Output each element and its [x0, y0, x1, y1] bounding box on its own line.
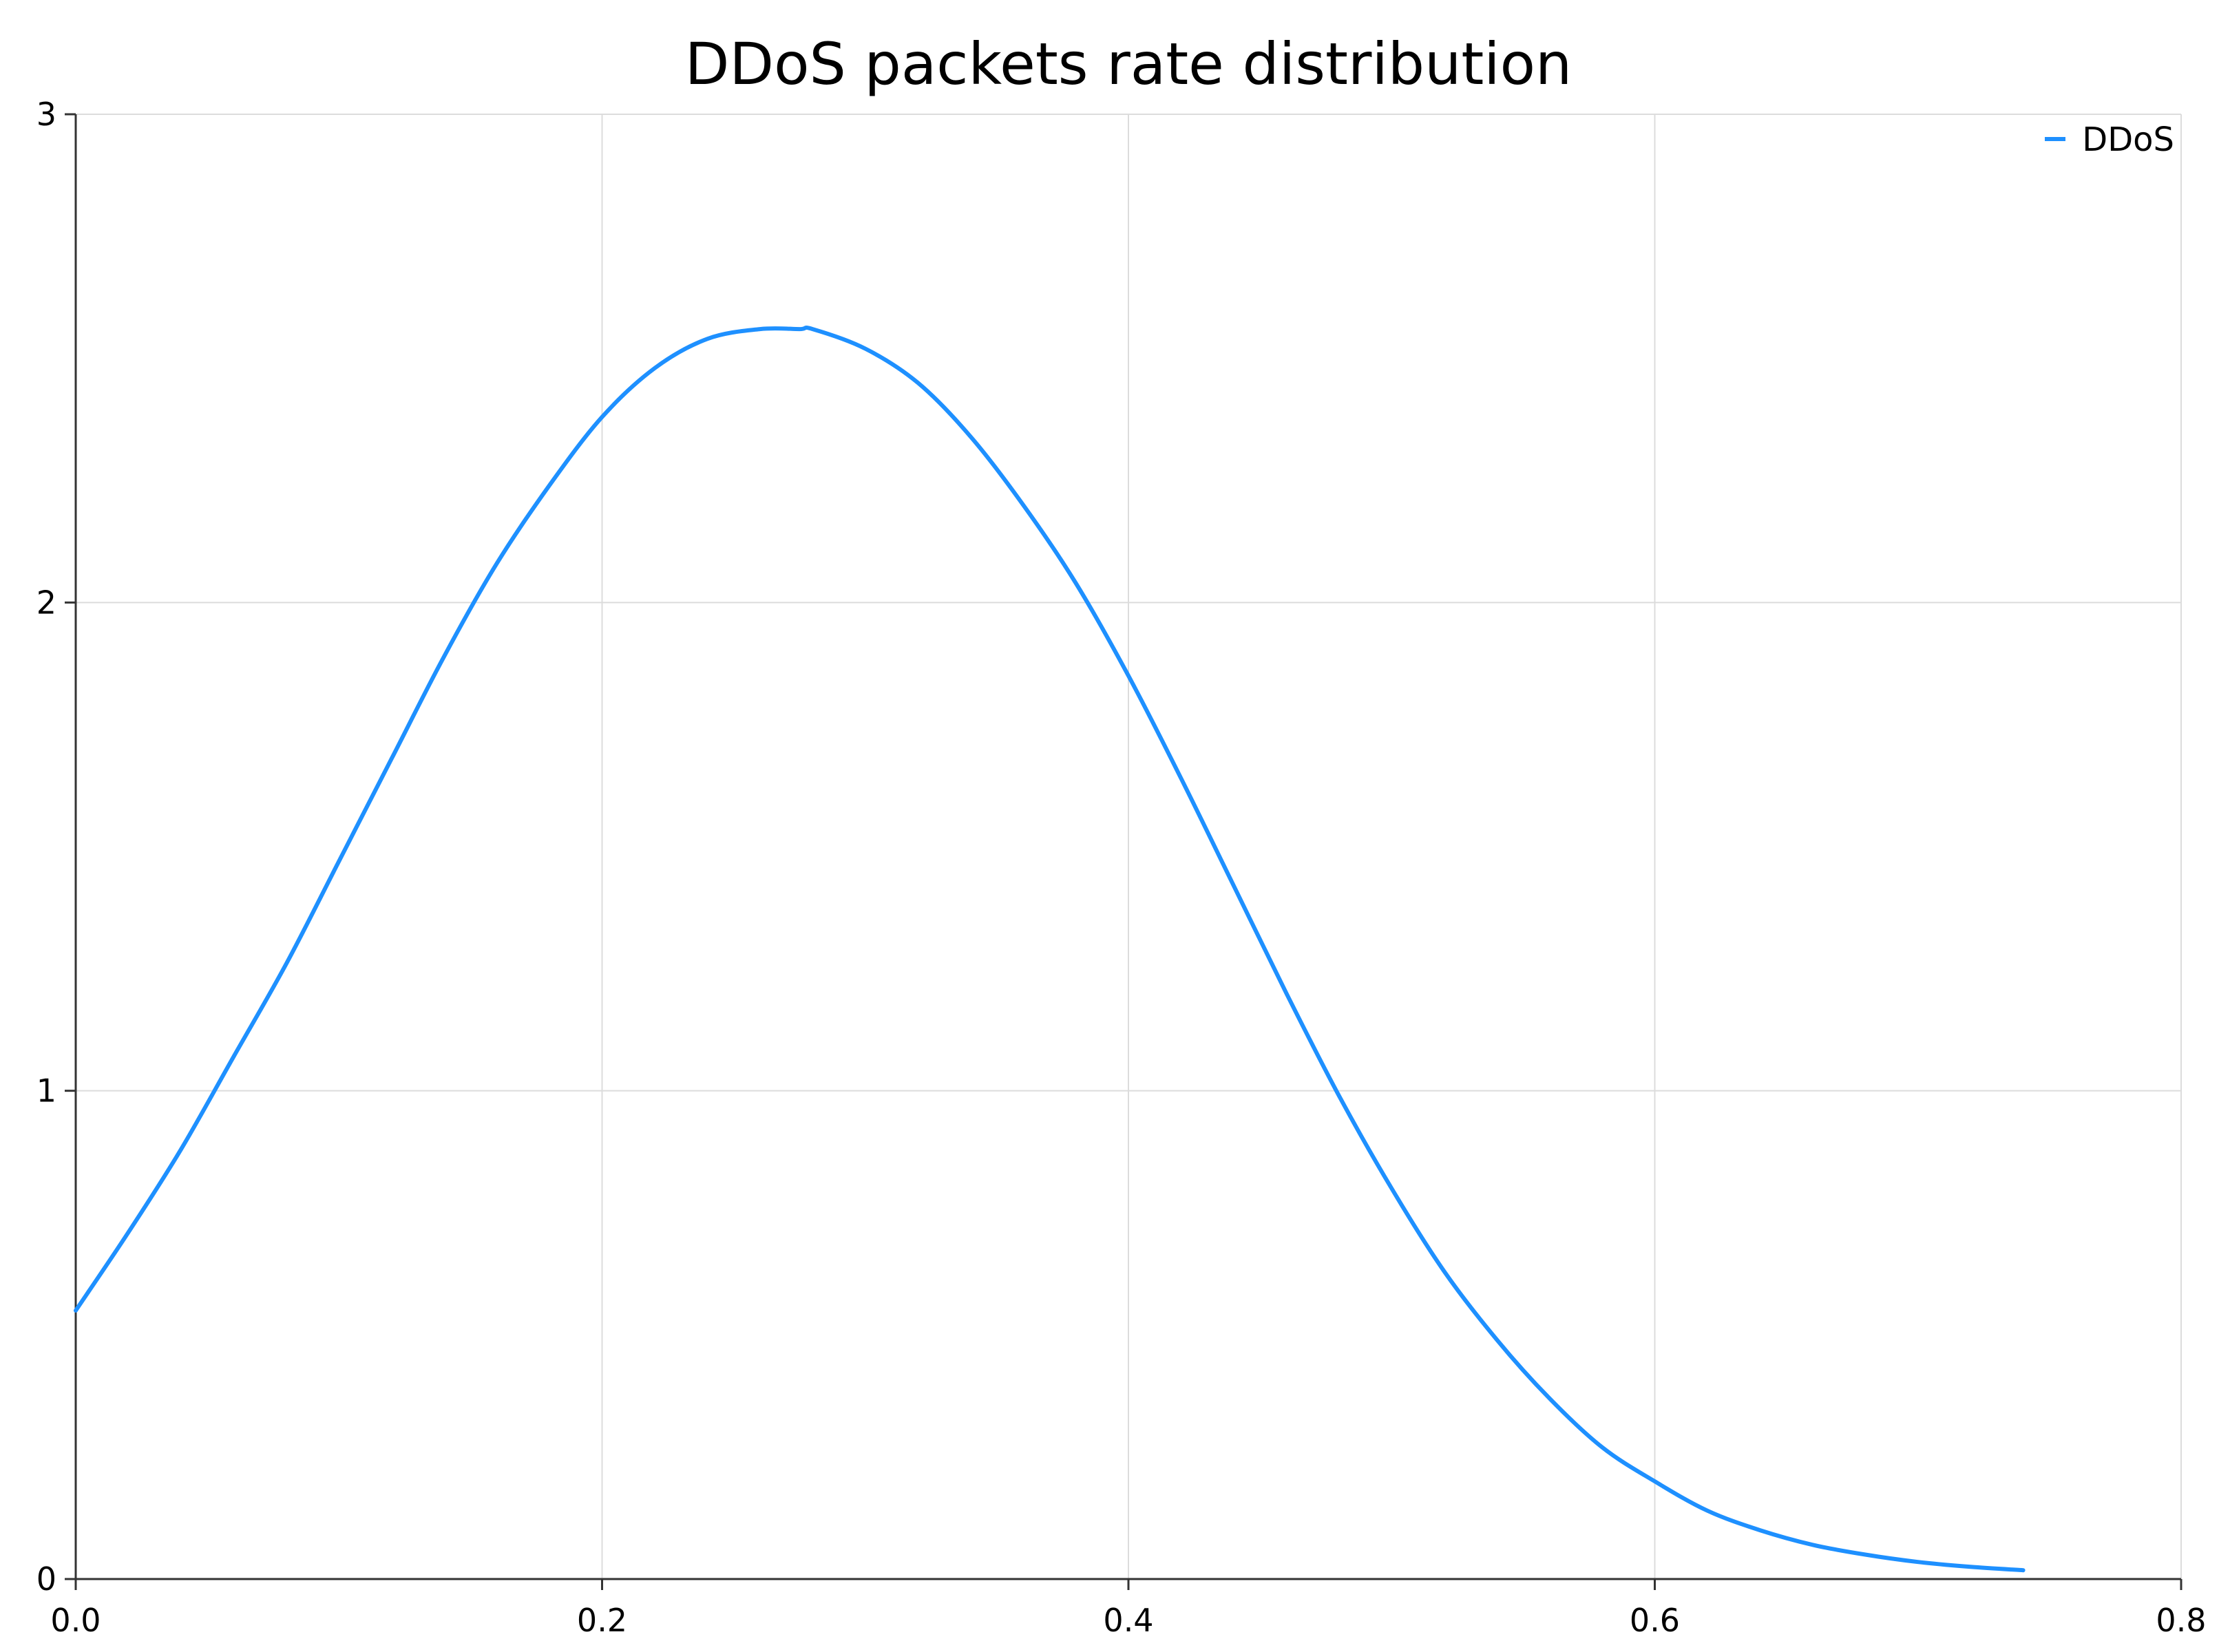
series-line-ddos [74, 326, 2026, 1573]
x-tick-label: 0.2 [577, 1602, 627, 1639]
y-tick-label: 2 [36, 584, 56, 621]
y-tick-label: 0 [36, 1560, 56, 1598]
x-tick-label: 0.0 [50, 1602, 101, 1639]
series-lines [74, 326, 2026, 1573]
grid-lines [76, 114, 2182, 1579]
axis-ticks: 0.0 0.2 0.4 0.6 0.8 0 1 2 3 [36, 96, 2207, 1639]
chart-title: DDoS packets rate distribution [685, 30, 1572, 98]
y-tick-label: 3 [36, 96, 56, 133]
x-tick-label: 0.4 [1103, 1602, 1153, 1639]
x-tick-label: 0.6 [1630, 1602, 1680, 1639]
legend-label: DDoS [2082, 120, 2174, 159]
legend-item[interactable]: DDoS [2045, 120, 2174, 159]
legend[interactable]: DDoS [2045, 120, 2174, 159]
y-tick-label: 1 [36, 1072, 56, 1110]
x-tick-label: 0.8 [2156, 1602, 2206, 1639]
